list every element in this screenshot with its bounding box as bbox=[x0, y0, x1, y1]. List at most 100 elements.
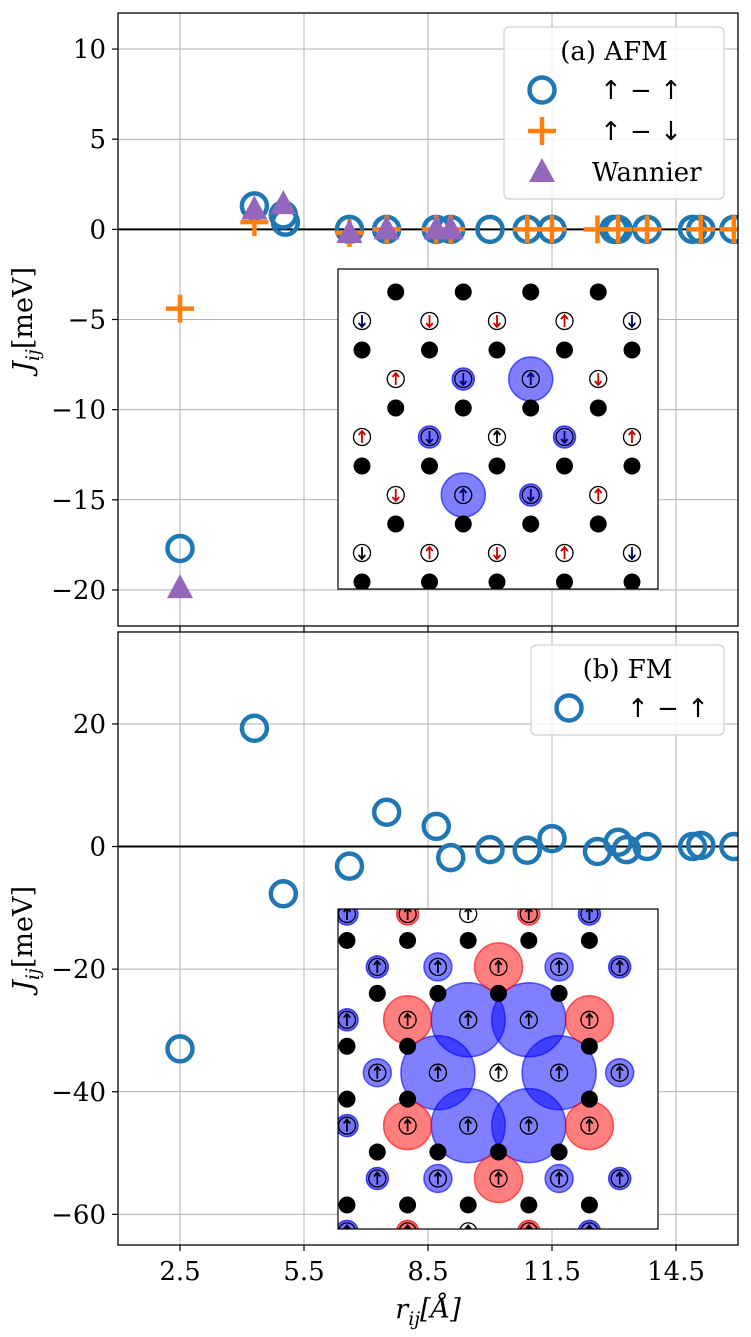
arrow-head bbox=[585, 1223, 594, 1229]
data-point-circle bbox=[165, 533, 195, 564]
arrow-head bbox=[391, 496, 400, 503]
atom-black bbox=[399, 1037, 417, 1055]
arrow-head bbox=[560, 313, 569, 320]
atom-black bbox=[556, 457, 573, 475]
data-point-circle bbox=[334, 851, 365, 881]
atom-site bbox=[386, 485, 405, 505]
arrow-head bbox=[494, 1171, 503, 1178]
arrow-head bbox=[403, 1012, 412, 1019]
inset-afm-spin-map bbox=[337, 268, 659, 590]
atom-black bbox=[522, 283, 540, 301]
arrow-head bbox=[628, 554, 636, 561]
atom-site bbox=[398, 1222, 417, 1229]
atom-black bbox=[387, 399, 405, 417]
y-tick-label: −20 bbox=[51, 576, 106, 606]
atom-site bbox=[489, 1169, 508, 1188]
data-point-plus bbox=[686, 215, 715, 244]
arrow-head bbox=[464, 909, 473, 913]
data-point-circle bbox=[268, 879, 299, 909]
atom-black bbox=[353, 341, 371, 359]
atom-black bbox=[338, 931, 356, 949]
legend-marker-triangle bbox=[529, 158, 555, 182]
data-markers bbox=[165, 713, 738, 1064]
arrow-head bbox=[433, 959, 442, 966]
data-point-circle bbox=[512, 835, 542, 865]
legend-marker-circle bbox=[527, 75, 557, 105]
y-tick-label: −40 bbox=[51, 1078, 106, 1108]
atom-site bbox=[428, 957, 448, 977]
atom-site bbox=[521, 369, 540, 389]
atom-site bbox=[549, 957, 569, 977]
atom-site bbox=[555, 427, 574, 447]
atom-site bbox=[589, 369, 608, 389]
data-point-triangle bbox=[167, 574, 193, 599]
x-tick-label: 2.5 bbox=[159, 1257, 200, 1287]
series-triangle bbox=[167, 190, 464, 599]
atom-site bbox=[459, 1116, 478, 1135]
arrow-head bbox=[494, 1065, 503, 1072]
atom-black bbox=[399, 931, 417, 949]
y-tick-label: −20 bbox=[51, 955, 106, 985]
atom-black bbox=[556, 341, 573, 359]
atom-black bbox=[522, 399, 540, 417]
atom-black bbox=[580, 1090, 598, 1108]
atom-site bbox=[487, 543, 507, 563]
arrow-head bbox=[403, 1223, 412, 1229]
arrow-head bbox=[343, 1118, 351, 1125]
arrow-head bbox=[524, 909, 533, 913]
arrow-head bbox=[433, 1065, 442, 1072]
atom-site bbox=[589, 485, 608, 505]
arrow-head bbox=[628, 322, 636, 329]
y-tick-label: −15 bbox=[51, 486, 106, 516]
atom-site bbox=[580, 1116, 599, 1135]
arrow-head bbox=[615, 1171, 624, 1178]
atom-site bbox=[420, 311, 439, 331]
atom-site bbox=[622, 311, 642, 331]
atom-black bbox=[580, 931, 598, 949]
atom-site bbox=[610, 957, 629, 977]
atom-black bbox=[353, 457, 371, 475]
atom-black bbox=[623, 341, 641, 359]
atom-site bbox=[555, 311, 574, 331]
atom-site bbox=[454, 369, 473, 389]
arrow-head bbox=[585, 1118, 594, 1125]
arrow-head bbox=[524, 1223, 533, 1229]
atom-site bbox=[428, 1169, 448, 1188]
atom-black bbox=[429, 1143, 447, 1161]
data-point-plus bbox=[719, 215, 738, 244]
data-point-triangle bbox=[336, 218, 363, 243]
arrow-head bbox=[343, 1012, 351, 1019]
atom-site bbox=[386, 369, 405, 389]
legend-title: (a) AFM bbox=[560, 37, 668, 67]
legend-marker-plus bbox=[528, 117, 556, 145]
atom-black bbox=[488, 457, 506, 475]
legend-entry-label: ↑ − ↓ bbox=[600, 117, 682, 147]
atom-black bbox=[459, 1196, 477, 1214]
atom-black bbox=[338, 1037, 356, 1055]
arrow-head bbox=[464, 1118, 473, 1125]
arrow-head bbox=[403, 909, 412, 913]
atom-black bbox=[399, 1090, 417, 1108]
arrow-head bbox=[493, 322, 501, 329]
atom-site bbox=[610, 1169, 629, 1188]
arrow-head bbox=[425, 322, 434, 329]
arrow-head bbox=[560, 545, 569, 552]
atom-site bbox=[459, 1222, 478, 1229]
arrow-head bbox=[433, 1171, 442, 1178]
atom-black bbox=[589, 515, 607, 533]
atom-site bbox=[489, 957, 508, 977]
data-point-triangle bbox=[437, 215, 464, 240]
atom-black bbox=[580, 1196, 598, 1214]
atom-black bbox=[368, 1143, 386, 1161]
atom-site bbox=[459, 909, 478, 924]
atom-black bbox=[550, 984, 568, 1002]
atom-black bbox=[589, 283, 607, 301]
legend-title: (b) FM bbox=[583, 655, 673, 685]
data-point-circle bbox=[239, 713, 270, 743]
atom-site bbox=[352, 311, 372, 331]
x-axis-label: rij[Å] bbox=[395, 1292, 461, 1330]
atom-black bbox=[556, 573, 573, 589]
atom-black bbox=[399, 1196, 417, 1214]
arrow-head bbox=[526, 496, 535, 503]
